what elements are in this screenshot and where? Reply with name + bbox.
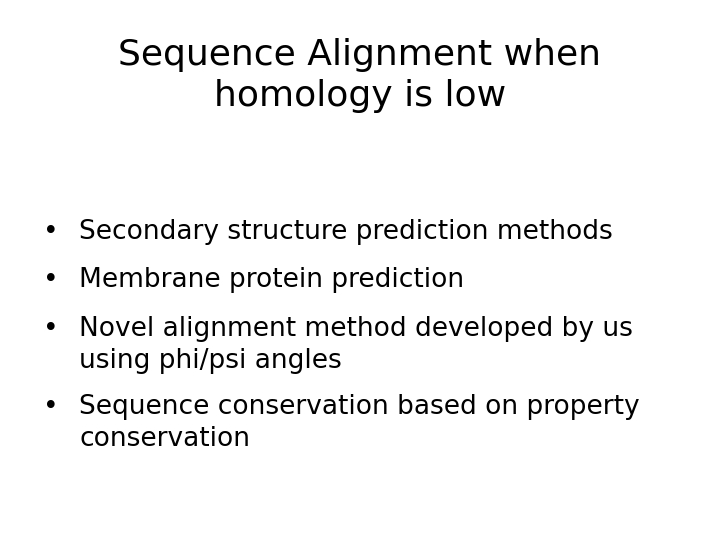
Text: •: • [42,267,58,293]
Text: Sequence Alignment when
homology is low: Sequence Alignment when homology is low [119,38,601,112]
Text: •: • [42,394,58,420]
Text: •: • [42,316,58,342]
Text: Membrane protein prediction: Membrane protein prediction [79,267,464,293]
Text: Novel alignment method developed by us
using phi/psi angles: Novel alignment method developed by us u… [79,316,633,374]
Text: Secondary structure prediction methods: Secondary structure prediction methods [79,219,613,245]
Text: •: • [42,219,58,245]
Text: Sequence conservation based on property
conservation: Sequence conservation based on property … [79,394,640,452]
